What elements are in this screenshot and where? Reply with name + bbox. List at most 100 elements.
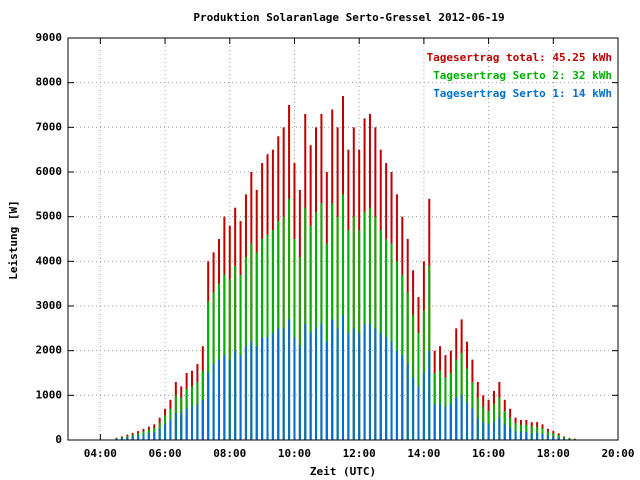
bar — [120, 438, 123, 440]
bar — [449, 404, 452, 440]
y-tick-label: 7000 — [36, 120, 63, 133]
bar — [412, 377, 415, 440]
bar — [223, 355, 226, 440]
y-tick-label: 8000 — [36, 76, 63, 89]
y-tick-label: 9000 — [36, 31, 63, 44]
bar — [196, 404, 199, 440]
bar — [191, 406, 194, 440]
bar — [401, 355, 404, 440]
bar — [239, 355, 242, 440]
bar — [201, 399, 204, 440]
bar — [514, 431, 517, 440]
bar — [212, 364, 215, 440]
x-tick-label: 04:00 — [84, 447, 117, 460]
bar — [444, 406, 447, 440]
x-axis-label: Zeit (UTC) — [310, 465, 376, 478]
bar — [428, 350, 431, 440]
bar — [244, 346, 247, 440]
bar — [471, 408, 474, 440]
bar — [234, 350, 237, 440]
bar — [433, 404, 436, 440]
bar — [298, 346, 301, 440]
bar — [153, 432, 156, 440]
bar — [536, 432, 539, 440]
bar — [142, 434, 145, 440]
bar — [255, 346, 258, 440]
bar — [331, 319, 334, 440]
y-tick-label: 5000 — [36, 210, 63, 223]
x-tick-label: 16:00 — [472, 447, 505, 460]
y-tick-label: 3000 — [36, 299, 63, 312]
bar — [309, 332, 312, 440]
bar — [342, 314, 344, 440]
bar — [422, 373, 425, 440]
plot-border — [67, 37, 619, 441]
bar — [137, 435, 140, 440]
bar — [358, 332, 361, 440]
bar — [180, 413, 183, 440]
bar — [487, 424, 490, 440]
legend-entry: Tagesertrag Serto 1: 14 kWh — [433, 87, 612, 100]
bar — [374, 328, 377, 440]
bar — [228, 359, 231, 440]
bar — [336, 328, 339, 440]
bar — [541, 433, 544, 440]
x-tick-label: 12:00 — [343, 447, 376, 460]
bar — [406, 364, 409, 440]
x-tick-label: 14:00 — [407, 447, 440, 460]
bar — [476, 417, 479, 440]
bar — [439, 404, 442, 440]
bar — [395, 350, 398, 440]
bar — [304, 323, 307, 440]
bar — [158, 428, 161, 440]
bar — [509, 427, 512, 440]
bar — [115, 438, 118, 440]
bar — [379, 332, 382, 440]
bar — [261, 337, 264, 440]
bar — [126, 437, 129, 440]
bar — [417, 386, 420, 440]
bar — [185, 408, 188, 440]
bar — [207, 301, 210, 440]
bar — [347, 332, 350, 440]
bar — [466, 402, 469, 440]
bar — [546, 435, 549, 440]
x-tick-label: 08:00 — [213, 447, 246, 460]
legend-entry: Tagesertrag Serto 2: 32 kWh — [433, 69, 612, 82]
legend-entry: Tagesertrag total: 45.25 kWh — [427, 51, 612, 64]
bar — [174, 413, 177, 440]
x-tick-label: 18:00 — [537, 447, 570, 460]
bar — [315, 328, 318, 440]
bar — [368, 323, 371, 440]
x-tick-label: 06:00 — [148, 447, 181, 460]
y-tick-label: 0 — [55, 433, 62, 446]
y-tick-label: 4000 — [36, 254, 63, 267]
bar — [288, 319, 291, 440]
bar — [293, 337, 296, 440]
bar — [169, 419, 172, 440]
bar — [519, 431, 522, 440]
bar — [147, 433, 150, 440]
bar — [503, 424, 506, 440]
y-axis-label: Leistung [W] — [7, 200, 20, 279]
y-tick-label: 2000 — [36, 344, 63, 357]
bar — [320, 323, 323, 440]
y-tick-label: 1000 — [36, 388, 63, 401]
bar — [266, 337, 269, 440]
bar — [482, 422, 485, 440]
x-tick-label: 10:00 — [278, 447, 311, 460]
bar — [390, 341, 393, 440]
bar — [325, 341, 328, 440]
bar — [498, 417, 501, 440]
bar — [315, 212, 318, 440]
bar — [460, 395, 463, 440]
bar — [557, 437, 560, 440]
bar — [363, 323, 366, 440]
bar — [492, 422, 495, 440]
bar — [207, 373, 210, 440]
bar — [563, 438, 566, 440]
x-tick-label: 20:00 — [601, 447, 634, 460]
y-tick-label: 6000 — [36, 165, 63, 178]
